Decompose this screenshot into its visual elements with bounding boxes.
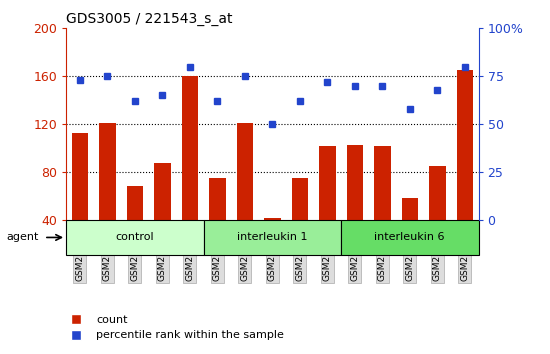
Bar (154, 162, 170, 220)
Bar (66, 220, 204, 255)
Text: GDS3005 / 221543_s_at: GDS3005 / 221543_s_at (66, 12, 233, 26)
Bar (374, 146, 390, 220)
Bar (126, 187, 143, 220)
Legend: count, percentile rank within the sample: count, percentile rank within the sample (60, 310, 288, 345)
Bar (429, 166, 446, 220)
Text: agent: agent (6, 233, 38, 242)
Text: interleukin 1: interleukin 1 (237, 233, 307, 242)
Bar (456, 70, 473, 220)
Bar (209, 178, 226, 220)
Bar (402, 199, 418, 220)
Bar (264, 218, 280, 220)
Bar (346, 144, 363, 220)
Bar (236, 123, 253, 220)
Bar (319, 146, 336, 220)
Bar (182, 76, 198, 220)
Text: control: control (116, 233, 154, 242)
Text: interleukin 6: interleukin 6 (375, 233, 445, 242)
Bar (99, 123, 116, 220)
Bar (204, 220, 341, 255)
Bar (72, 132, 88, 220)
Bar (292, 178, 308, 220)
Bar (341, 220, 478, 255)
